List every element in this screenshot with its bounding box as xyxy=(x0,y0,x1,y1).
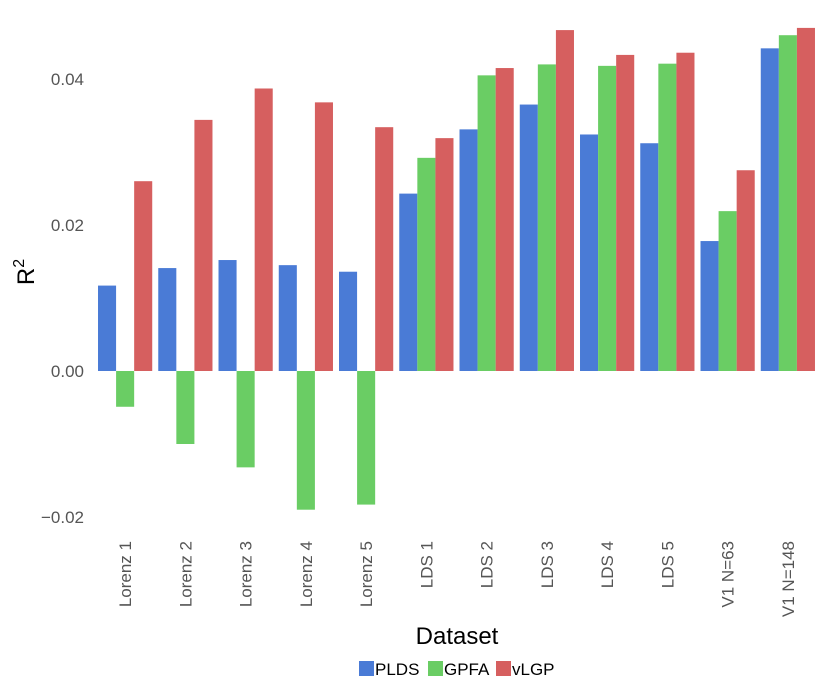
bar-plds-lds-5 xyxy=(640,143,659,371)
bar-gpfa-v1-n-63 xyxy=(718,211,737,371)
x-tick-label: Lorenz 5 xyxy=(357,541,376,607)
x-tick-label: LDS 5 xyxy=(658,541,677,588)
x-tick-label: V1 N=63 xyxy=(719,541,738,608)
y-tick-label: 0.00 xyxy=(51,362,84,381)
bar-plds-lorenz-3 xyxy=(218,260,237,371)
bar-gpfa-lds-2 xyxy=(477,75,496,371)
x-tick-label: LDS 2 xyxy=(478,541,497,588)
bar-plds-v1-n-148 xyxy=(760,48,779,372)
bar-plds-lorenz-5 xyxy=(339,271,358,371)
bar-plds-lorenz-2 xyxy=(158,268,177,371)
y-tick-label: 0.02 xyxy=(51,216,84,235)
y-axis-ticks: −0.02 0.00 0.02 0.04 xyxy=(41,70,84,527)
bar-plds-lds-2 xyxy=(459,129,478,371)
legend-swatch-plds xyxy=(359,661,374,676)
x-tick-label: LDS 3 xyxy=(538,541,557,588)
bar-vlgp-lorenz-2 xyxy=(194,119,213,371)
bar-vlgp-lds-4 xyxy=(616,54,635,371)
legend: PLDS GPFA vLGP xyxy=(359,660,555,679)
bar-plds-lorenz-4 xyxy=(278,265,297,371)
bar-gpfa-lorenz-2 xyxy=(176,371,195,444)
bar-vlgp-lds-1 xyxy=(435,138,454,371)
bar-plds-lds-4 xyxy=(580,134,599,371)
y-tick-label: −0.02 xyxy=(41,508,84,527)
bar-vlgp-lorenz-4 xyxy=(314,102,333,372)
bar-vlgp-lds-2 xyxy=(495,68,514,372)
legend-swatch-gpfa xyxy=(428,661,443,676)
bars-group xyxy=(98,27,815,510)
bar-plds-lds-3 xyxy=(519,104,538,372)
bar-gpfa-lorenz-3 xyxy=(236,371,255,468)
bar-gpfa-lorenz-5 xyxy=(357,371,376,505)
bar-gpfa-lds-1 xyxy=(417,157,436,371)
bar-vlgp-lorenz-1 xyxy=(134,181,153,371)
x-tick-label: Lorenz 4 xyxy=(297,541,316,607)
bar-plds-v1-n-63 xyxy=(700,241,719,371)
bar-vlgp-lorenz-5 xyxy=(375,127,394,372)
x-tick-label: Lorenz 1 xyxy=(116,541,135,607)
y-axis-title: R2 xyxy=(11,259,40,285)
x-axis-title: Dataset xyxy=(416,623,499,650)
bar-gpfa-lds-3 xyxy=(537,64,556,372)
x-tick-label: LDS 1 xyxy=(417,541,436,588)
legend-label-plds: PLDS xyxy=(375,660,419,679)
y-tick-label: 0.04 xyxy=(51,70,84,89)
bar-vlgp-lds-5 xyxy=(676,52,695,371)
bar-gpfa-lds-4 xyxy=(598,65,617,372)
bar-gpfa-lorenz-1 xyxy=(116,371,135,407)
bar-vlgp-v1-n-148 xyxy=(796,27,815,372)
x-tick-label: V1 N=148 xyxy=(779,541,798,617)
bar-plds-lds-1 xyxy=(399,193,418,371)
bar-gpfa-lds-5 xyxy=(658,63,677,372)
x-tick-label: Lorenz 2 xyxy=(176,541,195,607)
bar-vlgp-v1-n-63 xyxy=(736,170,755,371)
x-axis-ticks: Lorenz 1 Lorenz 2 Lorenz 3 Lorenz 4 Lorenz 5… xyxy=(116,541,798,617)
bar-vlgp-lorenz-3 xyxy=(254,88,273,372)
bar-vlgp-lds-3 xyxy=(555,30,574,372)
bar-plds-lorenz-1 xyxy=(98,285,117,371)
x-tick-label: Lorenz 3 xyxy=(237,541,256,607)
legend-swatch-vlgp xyxy=(496,661,511,676)
legend-label-vlgp: vLGP xyxy=(512,660,555,679)
bar-gpfa-lorenz-4 xyxy=(296,371,315,510)
x-tick-label: LDS 4 xyxy=(598,541,617,588)
bar-gpfa-v1-n-148 xyxy=(778,35,797,371)
legend-label-gpfa: GPFA xyxy=(444,660,490,679)
